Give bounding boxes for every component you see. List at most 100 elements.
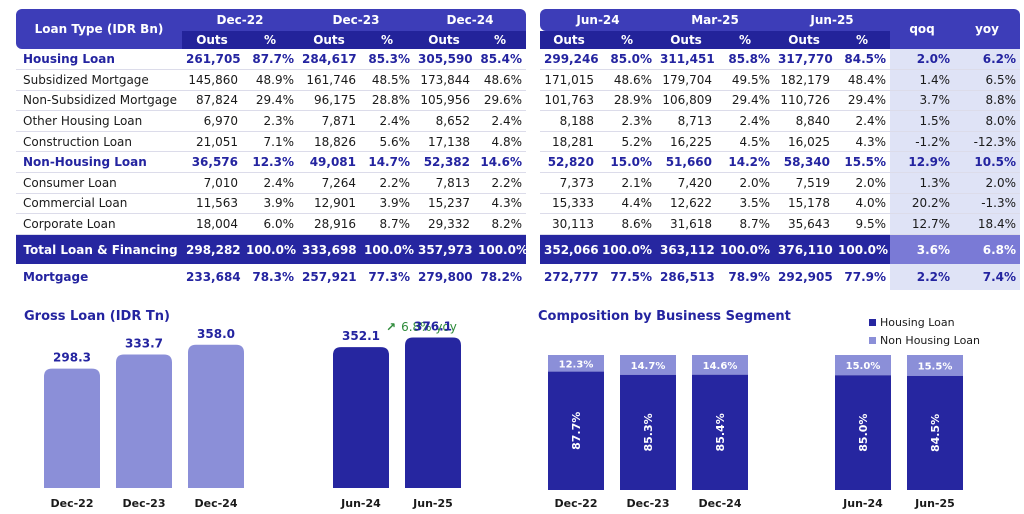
cell-pct: 87.7% (242, 49, 298, 71)
cell-outs: 182,179 (774, 69, 835, 91)
table-row: 52,820 15.0% 51,660 14.2% 58,340 15.5% 12.9% 10… (540, 151, 1021, 174)
cell-pct: 12.3% (242, 151, 298, 174)
arrow-up-icon: ↗ (386, 320, 397, 334)
cell-pct: 8.7% (360, 213, 414, 235)
cell-pct: 2.4% (360, 110, 414, 132)
table-row: Construction Loan 21,051 7.1% 18,826 5.6% 17,… (16, 131, 526, 153)
cell-outs: 6,970 (182, 110, 242, 132)
cell-pct: 29.4% (716, 90, 775, 112)
cell-pct: 4.8% (474, 131, 526, 153)
housing-segment (692, 374, 748, 490)
cell-pct: 85.8% (716, 49, 775, 71)
cell-qoq: 12.9% (890, 151, 955, 174)
cell-yoy: 2.0% (954, 172, 1021, 194)
cell-yoy: 7.4% (954, 264, 1021, 291)
cell-outs: 58,340 (774, 151, 835, 174)
cell-pct: 2.3% (242, 110, 298, 132)
cell-outs: 376,110 (774, 234, 835, 265)
cell-yoy: -1.3% (954, 193, 1021, 215)
cell-outs: 36,576 (182, 151, 242, 174)
cell-outs: 7,420 (656, 172, 717, 194)
cell-outs: 106,809 (656, 90, 717, 112)
non-housing-segment (835, 355, 891, 376)
header-period: Dec-24 (414, 9, 526, 31)
housing-value-label: 85.4% (714, 413, 727, 451)
header-pct: % (716, 31, 775, 49)
composition-legend: Housing Loan Non Housing Loan (869, 316, 980, 352)
cell-outs: 179,704 (656, 69, 717, 91)
cell-pct: 77.3% (368, 270, 410, 285)
table-row: Corporate Loan 18,004 6.0% 28,916 8.7% 29,332… (16, 213, 526, 235)
non-housing-segment (620, 355, 676, 375)
cell-pct: 4.3% (474, 193, 526, 215)
cell-pct: 49.5% (716, 69, 775, 91)
cell-outs: 28,916 (298, 213, 360, 235)
legend-item: Housing Loan (869, 316, 980, 329)
cell-pct: 28.9% (598, 90, 657, 112)
cell-outs: 7,373 (540, 172, 598, 194)
cell-outs: 16,025 (774, 131, 835, 153)
cell-outs: 12,901 (298, 193, 360, 215)
header-pct: % (598, 31, 657, 49)
table-row: 15,333 4.4% 12,622 3.5% 15,178 4.0% 20.2% -1.3% (540, 193, 1021, 215)
cell-pct: 77.9% (844, 270, 887, 285)
composition-x-label: Dec-22 (555, 497, 598, 510)
composition-x-label: Dec-23 (627, 497, 670, 510)
header-period: Jun-24 (540, 9, 657, 31)
header-outs: Outs (540, 31, 598, 49)
cell-outs: 145,860 (182, 69, 242, 91)
gross-loan-value-label: 358.0 (197, 327, 235, 341)
cell-pct: 4.5% (716, 131, 775, 153)
cell-pct: 2.0% (716, 172, 775, 194)
cell-yoy: 6.2% (954, 49, 1021, 71)
non-housing-value-label: 15.0% (846, 361, 881, 372)
cell-pct: 84.5% (834, 49, 891, 71)
cell-pct: 100.0% (360, 234, 414, 265)
row-label: Mortgage (23, 270, 89, 285)
yoy-annotation-text: 6.8% yoy (401, 320, 457, 334)
cell-outs: 171,015 (540, 69, 598, 91)
composition-x-label: Jun-25 (914, 497, 955, 510)
cell-pct: 14.6% (474, 151, 526, 174)
non-housing-segment (907, 355, 963, 376)
row-label: Commercial Loan (16, 193, 182, 215)
cell-pct: 100.0% (834, 234, 891, 265)
cell-pct: 5.2% (598, 131, 657, 153)
header-period: Dec-23 (298, 9, 414, 31)
cell-yoy: 18.4% (954, 213, 1021, 235)
cell-outs: 7,871 (298, 110, 360, 132)
non-housing-value-label: 15.5% (918, 361, 953, 372)
cell-outs: 292,905 (778, 270, 833, 285)
legend-swatch-housing (869, 319, 876, 326)
table-row: Total Loan & Financing 298,282 100.0% 333,6… (16, 234, 526, 265)
cell-pct: 8.2% (474, 213, 526, 235)
header-outs: Outs (414, 31, 474, 49)
gross-loan-value-label: 376.1 (414, 320, 452, 334)
table-row: Other Housing Loan 6,970 2.3% 7,871 2.4% 8,65… (16, 110, 526, 132)
table-row: 299,246 85.0% 311,451 85.8% 317,770 84.5% 2.0%… (540, 49, 1021, 71)
header-loan-type: Loan Type (IDR Bn) (16, 9, 182, 49)
non-housing-value-label: 14.6% (703, 361, 738, 372)
cell-pct: 5.6% (360, 131, 414, 153)
non-housing-segment (548, 355, 604, 372)
cell-pct: 14.7% (360, 151, 414, 174)
header-pct: % (242, 31, 298, 49)
non-housing-value-label: 14.7% (631, 361, 666, 372)
yoy-annotation: ↗ 6.8% yoy (386, 320, 457, 334)
cell-outs: 284,617 (298, 49, 360, 71)
table-row: 8,188 2.3% 8,713 2.4% 8,840 2.4% 1.5% 8.0% (540, 110, 1021, 132)
cell-outs: 8,840 (774, 110, 835, 132)
cell-outs: 311,451 (656, 49, 717, 71)
cell-pct: 77.5% (610, 270, 653, 285)
header-qoq: qoq (890, 9, 955, 49)
row-label: Construction Loan (16, 131, 182, 153)
cell-pct: 29.4% (242, 90, 298, 112)
cell-outs: 8,652 (414, 110, 474, 132)
cell-outs: 299,246 (540, 49, 598, 71)
cell-pct: 15.5% (834, 151, 891, 174)
cell-pct: 100.0% (242, 234, 298, 265)
row-label: Non-Subsidized Mortgage (16, 90, 182, 112)
housing-segment (907, 375, 963, 490)
cell-qoq: 1.3% (890, 172, 955, 194)
cell-pct: 4.4% (598, 193, 657, 215)
